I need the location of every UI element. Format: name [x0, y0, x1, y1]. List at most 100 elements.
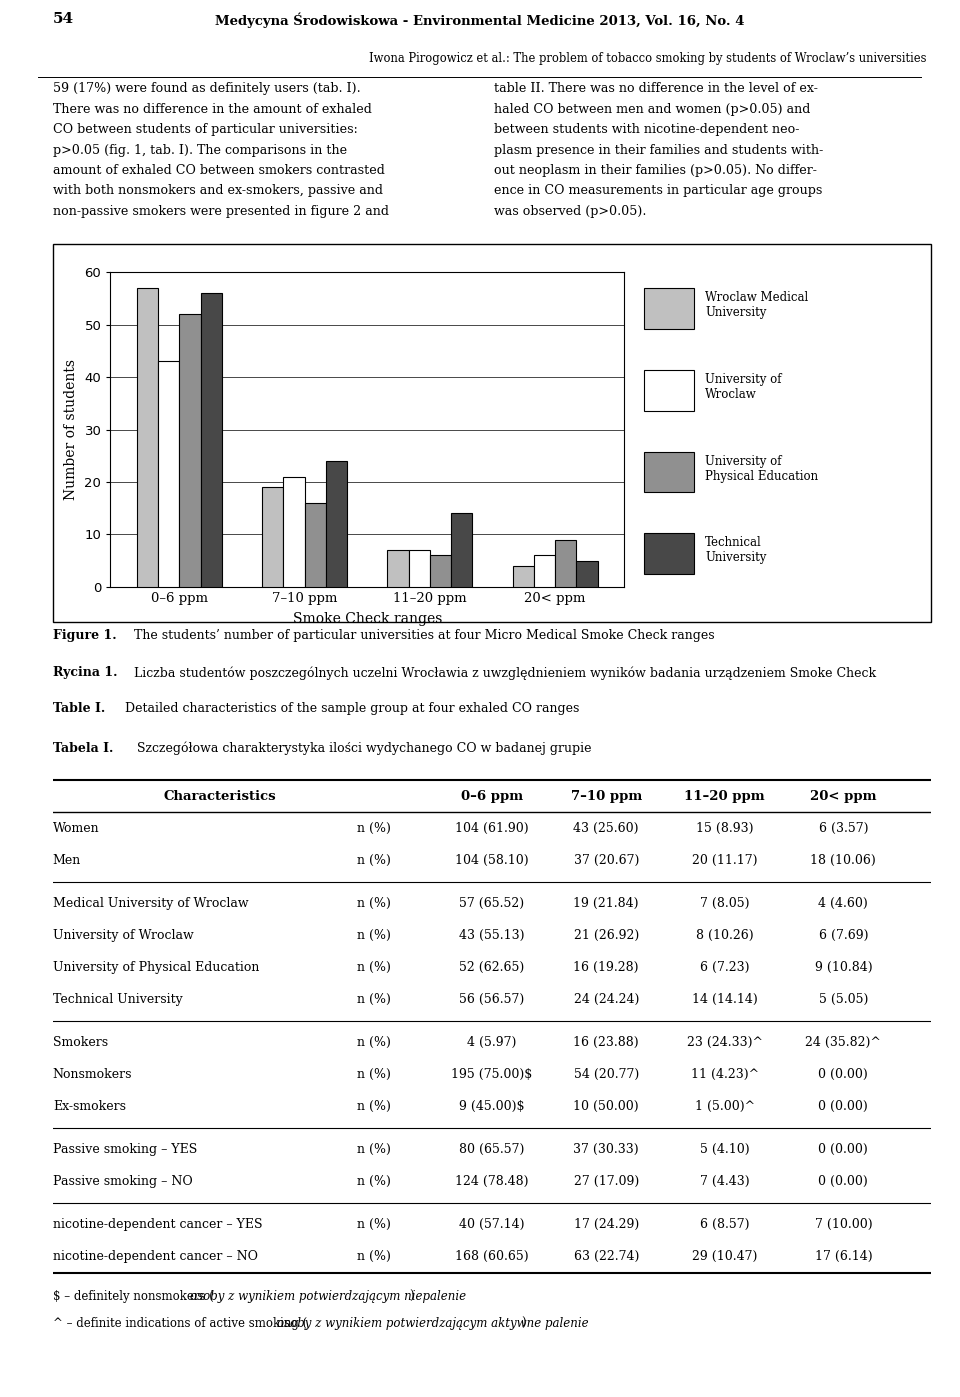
Bar	[387, 550, 409, 587]
Text: 11 (4.23)^: 11 (4.23)^	[690, 1067, 758, 1081]
Text: 27 (17.09): 27 (17.09)	[573, 1175, 638, 1187]
Text: Szczegółowa charakterystyka ilości wydychanego CO w badanej grupie: Szczegółowa charakterystyka ilości wydyc…	[136, 742, 591, 756]
Bar	[304, 503, 325, 587]
Text: Passive smoking – NO: Passive smoking – NO	[53, 1175, 193, 1187]
Text: osoby z wynikiem potwierdzającym aktywne palenie: osoby z wynikiem potwierdzającym aktywne…	[276, 1317, 588, 1330]
Text: 80 (65.57): 80 (65.57)	[459, 1143, 525, 1157]
Text: 0 (0.00): 0 (0.00)	[819, 1143, 868, 1157]
Bar	[430, 556, 451, 587]
Text: Detailed characteristics of the sample group at four exhaled CO ranges: Detailed characteristics of the sample g…	[125, 703, 580, 715]
Text: 40 (57.14): 40 (57.14)	[459, 1218, 525, 1231]
Text: Rycina 1.: Rycina 1.	[53, 666, 117, 679]
Text: 5 (5.05): 5 (5.05)	[819, 993, 868, 1006]
Text: 7 (4.43): 7 (4.43)	[700, 1175, 750, 1187]
Text: 1 (5.00)^: 1 (5.00)^	[695, 1099, 755, 1113]
Text: University of
Wroclaw: University of Wroclaw	[706, 373, 781, 401]
Text: 4 (5.97): 4 (5.97)	[468, 1037, 516, 1049]
Text: Characteristics: Characteristics	[163, 791, 276, 803]
Text: table II. There was no difference in the level of ex-: table II. There was no difference in the…	[494, 82, 818, 95]
Text: 63 (22.74): 63 (22.74)	[573, 1250, 638, 1263]
Bar	[325, 461, 348, 587]
Text: 19 (21.84): 19 (21.84)	[573, 897, 639, 909]
Bar	[644, 451, 694, 493]
Text: 21 (26.92): 21 (26.92)	[573, 929, 638, 942]
Bar	[180, 314, 201, 587]
Text: Technical
University: Technical University	[706, 536, 767, 564]
Text: 23 (24.33)^: 23 (24.33)^	[686, 1037, 763, 1049]
X-axis label: Smoke Check ranges: Smoke Check ranges	[293, 612, 442, 626]
Text: between students with nicotine-dependent neo-: between students with nicotine-dependent…	[494, 123, 800, 136]
Text: 17 (6.14): 17 (6.14)	[814, 1250, 873, 1263]
Text: 5 (4.10): 5 (4.10)	[700, 1143, 750, 1157]
Text: ): )	[409, 1289, 414, 1303]
Text: n (%): n (%)	[357, 1143, 391, 1157]
Bar	[158, 362, 180, 587]
Text: 37 (20.67): 37 (20.67)	[573, 854, 638, 866]
Bar	[644, 534, 694, 574]
Text: 7–10 ppm: 7–10 ppm	[570, 791, 642, 803]
Text: 6 (3.57): 6 (3.57)	[819, 821, 868, 834]
Text: p>0.05 (fig. 1, tab. I). The comparisons in the: p>0.05 (fig. 1, tab. I). The comparisons…	[53, 144, 347, 156]
Text: n (%): n (%)	[357, 1175, 391, 1187]
Text: n (%): n (%)	[357, 1250, 391, 1263]
Text: 11–20 ppm: 11–20 ppm	[684, 791, 765, 803]
Text: ^ – definite indications of active smoking (: ^ – definite indications of active smoki…	[53, 1317, 307, 1330]
Text: 54: 54	[53, 13, 74, 27]
Text: Women: Women	[53, 821, 100, 834]
Text: 124 (78.48): 124 (78.48)	[455, 1175, 529, 1187]
Text: University of Physical Education: University of Physical Education	[53, 961, 259, 974]
Text: There was no difference in the amount of exhaled: There was no difference in the amount of…	[53, 103, 372, 116]
Text: ): )	[521, 1317, 526, 1330]
Text: nicotine-dependent cancer – YES: nicotine-dependent cancer – YES	[53, 1218, 262, 1231]
Text: Liczba studentów poszczególnych uczelni Wrocławia z uwzględnieniem wyników badan: Liczba studentów poszczególnych uczelni …	[134, 666, 876, 680]
Text: 16 (19.28): 16 (19.28)	[573, 961, 639, 974]
Text: 6 (7.23): 6 (7.23)	[700, 961, 750, 974]
Text: n (%): n (%)	[357, 897, 391, 909]
Text: Wroclaw Medical
University: Wroclaw Medical University	[706, 292, 808, 320]
Text: 8 (10.26): 8 (10.26)	[696, 929, 754, 942]
Bar	[283, 476, 304, 587]
Text: 4 (4.60): 4 (4.60)	[819, 897, 868, 909]
Text: 104 (61.90): 104 (61.90)	[455, 821, 529, 834]
Text: 0 (0.00): 0 (0.00)	[819, 1067, 868, 1081]
Text: 37 (30.33): 37 (30.33)	[573, 1143, 639, 1157]
Text: University of Wroclaw: University of Wroclaw	[53, 929, 194, 942]
Text: 24 (24.24): 24 (24.24)	[573, 993, 638, 1006]
Bar	[644, 370, 694, 411]
Text: Figure 1.: Figure 1.	[53, 629, 116, 643]
Text: Medycyna Środowiskowa - Environmental Medicine 2013, Vol. 16, No. 4: Medycyna Środowiskowa - Environmental Me…	[215, 13, 745, 28]
Text: 20< ppm: 20< ppm	[810, 791, 876, 803]
Bar	[409, 550, 430, 587]
Text: 0 (0.00): 0 (0.00)	[819, 1099, 868, 1113]
Text: n (%): n (%)	[357, 1099, 391, 1113]
Bar	[534, 556, 555, 587]
Text: 16 (23.88): 16 (23.88)	[573, 1037, 639, 1049]
Text: was observed (p>0.05).: was observed (p>0.05).	[494, 204, 647, 218]
Bar	[201, 293, 222, 587]
Text: Smokers: Smokers	[53, 1037, 108, 1049]
Text: $ – definitely nonsmokers (: $ – definitely nonsmokers (	[53, 1289, 214, 1303]
Bar	[555, 539, 576, 587]
Text: 52 (62.65): 52 (62.65)	[460, 961, 524, 974]
Text: 56 (56.57): 56 (56.57)	[460, 993, 524, 1006]
Text: Iwona Pirogowicz et al.: The problem of tobacco smoking by students of Wroclaw’s: Iwona Pirogowicz et al.: The problem of …	[369, 52, 926, 66]
Text: CO between students of particular universities:: CO between students of particular univer…	[53, 123, 357, 136]
Text: 104 (58.10): 104 (58.10)	[455, 854, 529, 866]
Text: The students’ number of particular universities at four Micro Medical Smoke Chec: The students’ number of particular unive…	[134, 629, 714, 643]
Text: 9 (45.00)$: 9 (45.00)$	[459, 1099, 525, 1113]
Y-axis label: Number of students: Number of students	[63, 359, 78, 500]
Text: osoby z wynikiem potwierdzającym niepalenie: osoby z wynikiem potwierdzającym niepale…	[190, 1289, 467, 1303]
Bar	[644, 288, 694, 330]
Text: n (%): n (%)	[357, 854, 391, 866]
Text: 10 (50.00): 10 (50.00)	[573, 1099, 639, 1113]
Text: Passive smoking – YES: Passive smoking – YES	[53, 1143, 197, 1157]
Bar	[451, 514, 472, 587]
Text: 24 (35.82)^: 24 (35.82)^	[805, 1037, 881, 1049]
Text: ence in CO measurements in particular age groups: ence in CO measurements in particular ag…	[494, 184, 823, 197]
Text: Tabela I.: Tabela I.	[53, 742, 113, 754]
Text: 57 (65.52): 57 (65.52)	[460, 897, 524, 909]
Text: nicotine-dependent cancer – NO: nicotine-dependent cancer – NO	[53, 1250, 258, 1263]
Text: Ex-smokers: Ex-smokers	[53, 1099, 126, 1113]
Text: n (%): n (%)	[357, 1037, 391, 1049]
Text: 18 (10.06): 18 (10.06)	[810, 854, 876, 866]
